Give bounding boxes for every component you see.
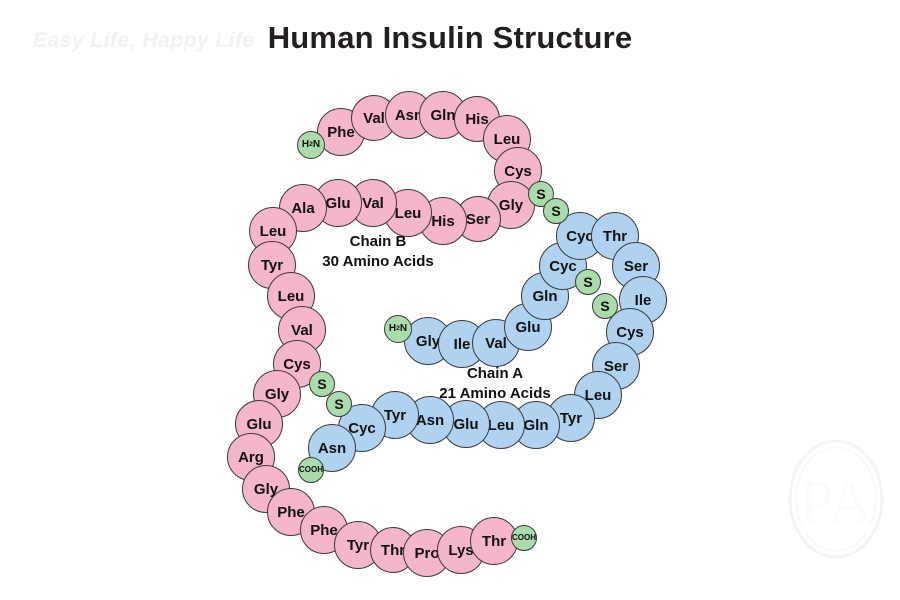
c-terminus-cooh-chain-b: COOH bbox=[511, 525, 537, 551]
sulfur-atom: S bbox=[575, 269, 601, 295]
pa-seal-watermark: PA bbox=[788, 439, 884, 559]
residue-chain-b-thr: Thr bbox=[470, 517, 518, 565]
chain-b-label: Chain B 30 Amino Acids bbox=[322, 233, 434, 271]
sulfur-atom: S bbox=[543, 198, 569, 224]
residue-chain-a-thr: Thr bbox=[591, 212, 639, 260]
chain-a-label: Chain A 21 Amino Acids bbox=[439, 365, 551, 403]
sulfur-atom: S bbox=[326, 391, 352, 417]
watermark-easy-life: Easy Life, Happy Life bbox=[33, 29, 255, 52]
pa-seal-initials: PA bbox=[799, 469, 873, 537]
page-title: Human Insulin Structure bbox=[267, 20, 633, 55]
residue-chain-a-ser: Ser bbox=[592, 342, 640, 390]
c-terminus-cooh-chain-a: COOH bbox=[298, 457, 324, 483]
residue-chain-b-ala: Ala bbox=[279, 184, 327, 232]
sulfur-atom: S bbox=[592, 293, 618, 319]
